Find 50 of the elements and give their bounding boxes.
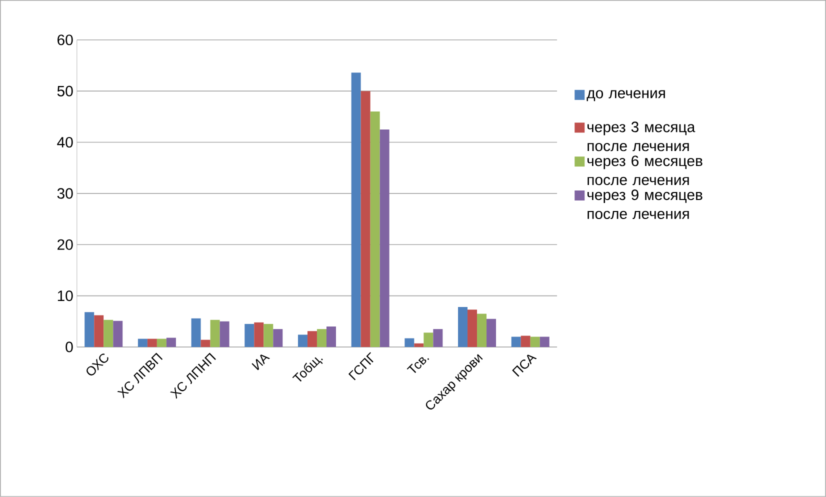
bar — [316, 329, 326, 348]
bar — [191, 318, 201, 348]
y-tick-label: 50 — [57, 86, 73, 96]
bar — [273, 329, 283, 348]
bar — [520, 336, 530, 348]
bar — [433, 329, 443, 348]
bar — [540, 336, 550, 348]
bar — [104, 320, 114, 348]
bar — [210, 320, 220, 348]
bar — [156, 338, 166, 348]
bar — [351, 72, 361, 348]
bar — [220, 321, 230, 348]
bar — [138, 338, 148, 348]
bar — [458, 307, 468, 348]
bar — [370, 112, 380, 348]
bar — [414, 343, 424, 348]
bar — [380, 130, 390, 348]
y-tick-label: 30 — [57, 188, 73, 199]
bar — [298, 334, 308, 348]
bar — [307, 331, 317, 348]
bar — [200, 340, 210, 348]
bar — [477, 314, 487, 348]
legend-label: через 6 месяцев после лечения — [588, 156, 702, 186]
bar — [404, 338, 414, 348]
bar — [468, 310, 478, 348]
bar — [113, 320, 123, 348]
bar — [244, 324, 254, 348]
bar — [254, 322, 264, 348]
bar — [530, 336, 540, 348]
bar — [486, 318, 496, 348]
bar — [424, 332, 434, 348]
bar — [360, 91, 370, 348]
legend-label: через 3 месяца после лечения — [588, 122, 696, 152]
y-tick-label: 20 — [58, 239, 73, 250]
bar — [147, 338, 157, 348]
x-tick-label: Тсв. — [406, 357, 430, 373]
y-tick-label: 0 — [66, 342, 73, 352]
x-tick-label: ОХС — [86, 354, 108, 376]
y-tick-label: 10 — [58, 290, 73, 302]
bar — [94, 315, 104, 348]
y-tick-label: 60 — [58, 34, 73, 46]
bar — [84, 312, 94, 348]
bar — [511, 336, 521, 348]
bar — [264, 324, 274, 348]
bar — [166, 338, 176, 348]
y-tick-label: 40 — [57, 137, 73, 148]
legend-label: через 9 месяцев после лечения — [588, 190, 702, 220]
x-tick-label: ИА — [252, 354, 270, 370]
legend-label: до лечения — [586, 90, 665, 102]
bar — [326, 326, 336, 348]
